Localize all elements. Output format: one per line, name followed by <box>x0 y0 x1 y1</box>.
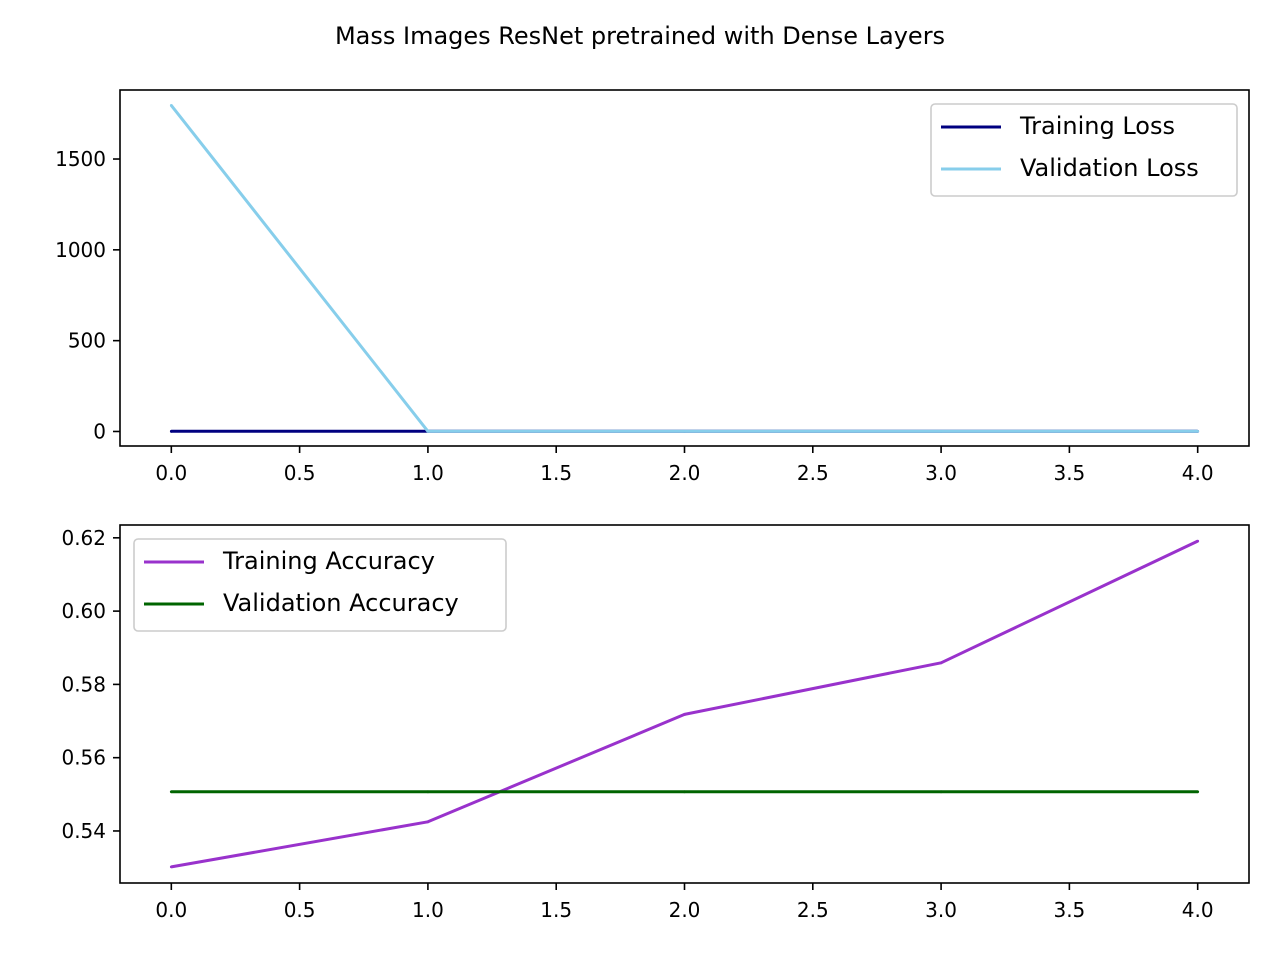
x-tick-label: 3.5 <box>1053 461 1085 485</box>
x-tick-label: 4.0 <box>1182 461 1214 485</box>
x-tick-label: 1.5 <box>540 461 572 485</box>
data-point-validation-loss <box>939 429 943 433</box>
data-point-training-accuracy <box>426 820 430 824</box>
y-tick-label: 1000 <box>55 238 106 262</box>
loss-subplot: 0.0 0.5 1.0 1.5 2.0 2.5 3.0 3.5 4.0 0 500 1000 1500 T… <box>55 89 1250 485</box>
x-tick-label: 0.5 <box>284 898 316 922</box>
figure-title: Mass Images ResNet pretrained with Dense… <box>335 22 945 50</box>
x-tick-label: 3.5 <box>1053 898 1085 922</box>
data-point-validation-accuracy <box>169 790 173 794</box>
data-point-validation-loss <box>426 429 430 433</box>
data-point-validation-accuracy <box>683 790 686 794</box>
data-point-training-loss <box>169 429 173 433</box>
legend-label-training-accuracy: Training Accuracy <box>222 547 435 575</box>
legend-label-validation-loss: Validation Loss <box>1020 154 1199 182</box>
data-point-training-accuracy <box>939 661 943 665</box>
x-tick-label: 0.0 <box>155 898 187 922</box>
legend-label-training-loss: Training Loss <box>1019 112 1175 140</box>
y-tick-label: 0.54 <box>61 819 106 843</box>
x-tick-label: 2.5 <box>797 461 829 485</box>
y-tick-label: 0.58 <box>61 672 106 696</box>
data-point-validation-loss <box>169 104 173 107</box>
x-tick-label: 2.0 <box>669 461 701 485</box>
y-tick-label: 1500 <box>55 147 106 171</box>
data-point-training-accuracy <box>169 865 173 869</box>
legend-box <box>133 538 507 632</box>
data-point-training-accuracy <box>683 713 686 716</box>
x-tick-label: 3.0 <box>925 461 957 485</box>
x-tick-label: 3.0 <box>925 898 957 922</box>
y-tick-label: 0 <box>93 419 106 443</box>
legend: Training Loss Validation Loss <box>930 103 1238 197</box>
data-point-validation-accuracy <box>1196 790 1200 794</box>
x-tick-label: 2.5 <box>797 898 829 922</box>
x-tick-label: 0.0 <box>155 461 187 485</box>
data-point-validation-accuracy <box>426 790 430 794</box>
legend-label-validation-accuracy: Validation Accuracy <box>223 589 459 617</box>
y-tick-label: 0.62 <box>61 526 106 550</box>
y-tick-label: 500 <box>68 329 106 353</box>
x-tick-label: 1.0 <box>412 898 444 922</box>
data-point-validation-loss <box>1196 429 1200 433</box>
data-point-training-accuracy <box>1196 539 1200 543</box>
x-tick-label: 0.5 <box>284 461 316 485</box>
legend-box <box>930 103 1238 197</box>
x-tick-label: 1.0 <box>412 461 444 485</box>
x-tick-label: 1.5 <box>540 898 572 922</box>
data-point-validation-accuracy <box>939 790 943 794</box>
x-tick-label: 2.0 <box>669 898 701 922</box>
accuracy-subplot: 0.0 0.5 1.0 1.5 2.0 2.5 3.0 3.5 4.0 0.54 0.56 0.58 0… <box>61 524 1250 922</box>
x-tick-label: 4.0 <box>1182 898 1214 922</box>
y-tick-label: 0.60 <box>61 599 106 623</box>
y-tick-label: 0.56 <box>61 746 106 770</box>
legend: Training Accuracy Validation Accuracy <box>133 538 507 632</box>
data-point-validation-loss <box>683 429 686 433</box>
